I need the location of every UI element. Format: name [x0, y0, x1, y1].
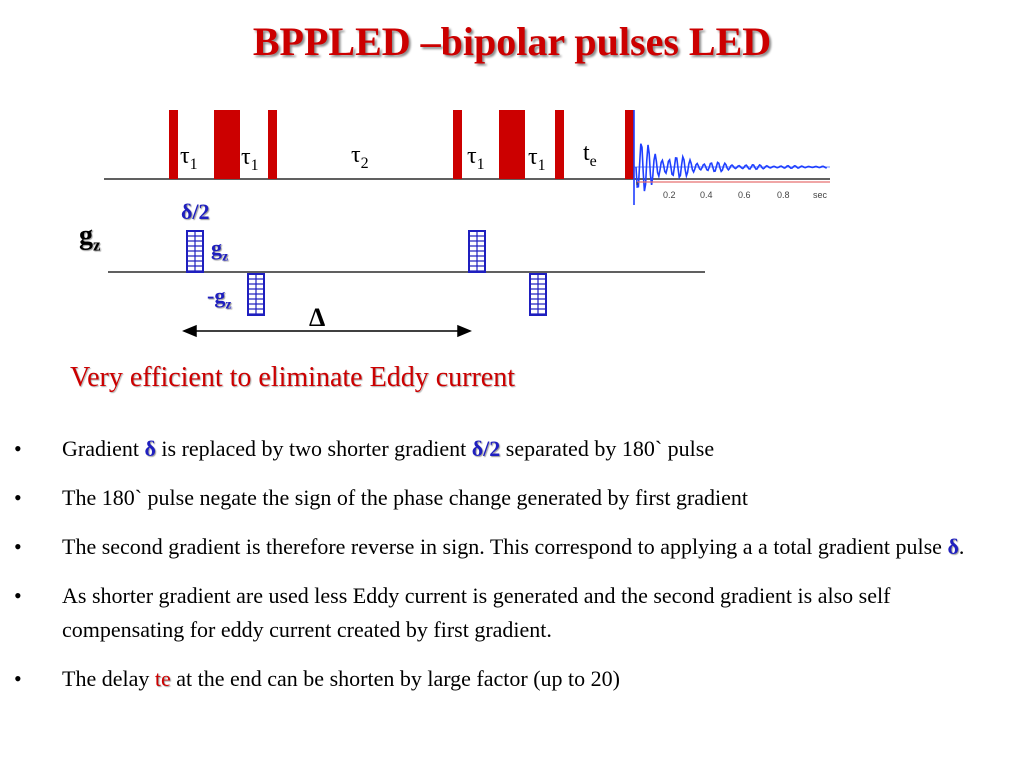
fid-tick-label: 0.2: [663, 190, 676, 200]
rf-pulse-180-1: [214, 110, 240, 179]
big-delta-arrow: [182, 324, 472, 338]
pulse-sequence-diagram: 0.2 0.4 0.6 0.8 sec: [104, 110, 830, 338]
positive-gz-label: gz: [211, 235, 229, 265]
tau1-label: τ1: [528, 144, 546, 174]
tau1-label: τ1: [180, 143, 198, 173]
bullet-text: at the end can be shorten by large facto…: [170, 666, 620, 691]
bullet-text: The delay: [62, 666, 155, 691]
bullet-item: • The delay te at the end can be shorten …: [0, 662, 1024, 696]
highlight-symbol: δ/2: [471, 436, 501, 461]
bullet-text: The 180` pulse negate the sign of the ph…: [62, 485, 749, 510]
rf-pulse-90-4: [555, 110, 564, 179]
bullet-text: .: [958, 534, 965, 559]
rf-pulse-90-5: [625, 110, 634, 179]
fid-tick-label: 0.4: [700, 190, 713, 200]
bullet-item: • Gradient δ is replaced by two shorter g…: [0, 432, 1024, 466]
tau1-label: τ1: [241, 144, 259, 174]
tau2-label: τ2: [351, 142, 369, 172]
highlight-symbol: δ: [947, 534, 959, 559]
gradient-pulse-negative-2: [529, 273, 547, 316]
bullet-text: separated by 180` pulse: [500, 436, 715, 461]
bullet-text: Gradient: [62, 436, 145, 461]
gradient-pulse-negative-1: [247, 273, 265, 316]
bullet-dot: •: [14, 534, 22, 559]
fid-tick-label: 0.8: [777, 190, 790, 200]
bullet-list: • Gradient δ is replaced by two shorter g…: [0, 432, 1024, 711]
negative-gz-label: -gz: [207, 283, 232, 313]
bullet-item: • As shorter gradient are used less Eddy …: [0, 579, 1024, 647]
gradient-pulse-positive-2: [468, 230, 486, 273]
bullet-item: • The 180` pulse negate the sign of the p…: [0, 481, 1024, 515]
big-delta-label: Δ: [309, 303, 326, 332]
gz-axis-label: gz: [79, 220, 101, 255]
fid-tick-label: 0.6: [738, 190, 751, 200]
highlight-symbol: δ: [144, 436, 156, 461]
bullet-text: is replaced by two shorter gradient: [155, 436, 472, 461]
rf-pulse-90-3: [453, 110, 462, 179]
bullet-dot: •: [14, 485, 22, 510]
rf-pulse-90-2: [268, 110, 277, 179]
fid-signal: [633, 110, 830, 205]
highlight-term: te: [154, 666, 171, 691]
bullet-text: The second gradient is therefore reverse…: [62, 534, 948, 559]
rf-pulse-90-1: [169, 110, 178, 179]
fid-tick-label: sec: [813, 190, 828, 200]
slide-title: BPPLED –bipolar pulses LED: [252, 19, 772, 64]
bullet-text: As shorter gradient are used less Eddy c…: [62, 583, 891, 642]
half-delta-label: δ/2: [181, 199, 210, 224]
bullet-item: • The second gradient is therefore revers…: [0, 530, 1024, 564]
bullet-dot: •: [14, 436, 22, 461]
tau1-label: τ1: [467, 143, 485, 173]
gradient-pulse-positive-1: [186, 230, 204, 273]
rf-pulse-180-2: [499, 110, 525, 179]
bullet-dot: •: [14, 666, 22, 691]
bullet-dot: •: [14, 583, 22, 608]
subtitle: Very efficient to eliminate Eddy current: [70, 362, 515, 393]
te-label: te: [583, 140, 597, 170]
